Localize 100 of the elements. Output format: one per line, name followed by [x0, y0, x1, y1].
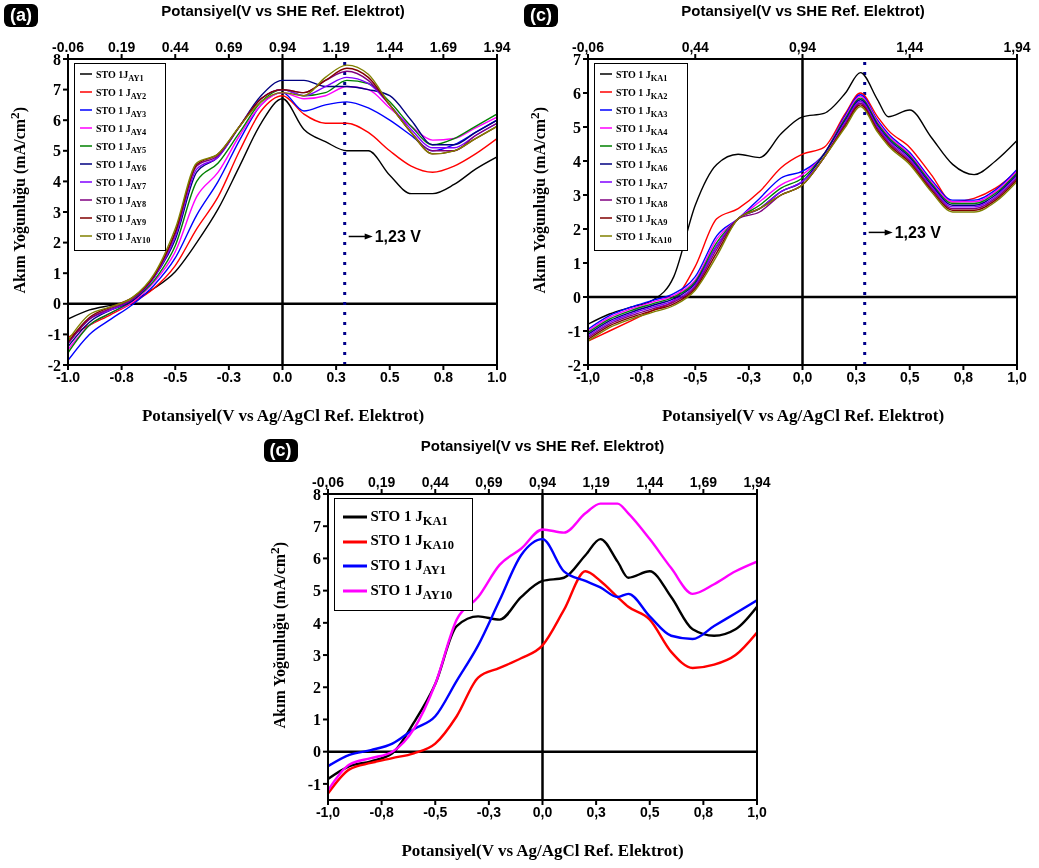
y-tick-label: 6 [53, 111, 61, 129]
annotation: 1,23 V [374, 228, 422, 246]
x2-tick-label: 1.94 [483, 39, 511, 55]
x-tick-label: -1,0 [315, 803, 340, 820]
legend-label: STO 1 J$_{KA1}$ [370, 507, 448, 528]
legend-label: STO 1 J$_{AY4}$ [96, 123, 147, 137]
legend-label: STO 1J$_{AY1}$ [96, 69, 144, 83]
x2-tick-label: -0,06 [572, 39, 605, 55]
y-tick-label: 4 [312, 614, 321, 632]
x-tick-label: -0.5 [163, 368, 188, 385]
x-tick-label: 0,0 [792, 368, 813, 385]
x-tick-label: 1,0 [746, 803, 767, 820]
x2-tick-label: 0,44 [681, 39, 710, 55]
legend-label: STO 1 J$_{KA6}$ [616, 159, 668, 173]
legend-label: STO 1 J$_{AY9}$ [96, 213, 147, 227]
y-tick-label: 3 [312, 646, 321, 664]
legend-label: STO 1 J$_{AY10}$ [370, 581, 453, 602]
legend-label: STO 1 J$_{KA3}$ [616, 105, 668, 119]
x-tick-label: 0,8 [953, 368, 974, 385]
legend-label: STO 1 J$_{KA2}$ [616, 87, 668, 101]
legend-label: STO 1 J$_{AY6}$ [96, 159, 147, 173]
y-tick-label: -1 [307, 775, 321, 793]
x2-tick-label: 0,19 [367, 474, 395, 490]
x-tick-label: -0,5 [683, 368, 708, 385]
legend-label: STO 1 J$_{AY7}$ [96, 177, 147, 191]
y-tick-label: -1 [567, 322, 581, 340]
x2-tick-label: -0.06 [52, 39, 85, 55]
y-tick-label: 7 [53, 81, 61, 99]
legend-label: STO 1 J$_{AY2}$ [96, 87, 147, 101]
x2-tick-label: 1,69 [689, 474, 717, 490]
x-tick-label: 0,5 [639, 803, 660, 820]
x-tick-label: 0,3 [846, 368, 867, 385]
y-tick-label: 2 [573, 220, 581, 238]
x-axis-title: Potansiyel(V vs Ag/AgCl Ref. Elektrot) [400, 841, 685, 861]
y-tick-label: 4 [53, 173, 61, 191]
legend-label: STO 1 J$_{AY10}$ [96, 231, 151, 245]
y-tick-label: 0 [573, 288, 581, 306]
y-tick-label: 3 [53, 203, 61, 221]
x2-tick-label: 1,19 [582, 474, 610, 490]
x-tick-label: 1,0 [1007, 368, 1027, 385]
legend-label: STO 1 J$_{AY5}$ [96, 141, 147, 155]
legend-label: STO 1 J$_{AY8}$ [96, 195, 147, 209]
legend-label: STO 1 J$_{KA9}$ [616, 213, 668, 227]
x-tick-label: -0,8 [369, 803, 394, 820]
x2-tick-label: 0.94 [268, 39, 297, 55]
legend-label: STO 1 J$_{AY3}$ [96, 105, 147, 119]
x2-axis-title: Potansiyel(V vs SHE Ref. Elektrot) [419, 437, 666, 454]
x2-axis-title: Potansiyel(V vs SHE Ref. Elektrot) [160, 2, 406, 19]
x2-tick-label: 1.19 [322, 39, 350, 55]
y-tick-label: 1 [53, 264, 61, 282]
x2-tick-label: 0.19 [108, 39, 136, 55]
legend-label: STO 1 J$_{KA4}$ [616, 123, 668, 137]
y-tick-label: 2 [312, 678, 321, 696]
x-tick-label: -0.3 [216, 368, 242, 385]
y-tick-label: 2 [53, 234, 61, 252]
y-tick-label: -1 [47, 326, 61, 344]
legend-label: STO 1 J$_{KA5}$ [616, 141, 668, 155]
x2-tick-label: 0.44 [161, 39, 190, 55]
legend-label: STO 1 J$_{KA7}$ [616, 177, 668, 191]
x-tick-label: -0,8 [629, 368, 654, 385]
x-tick-label: -0,3 [736, 368, 762, 385]
legend-label: STO 1 J$_{KA10}$ [370, 532, 454, 553]
legend-label: STO 1 J$_{KA8}$ [616, 195, 668, 209]
x2-tick-label: 0,94 [788, 39, 817, 55]
x2-tick-label: 0.69 [215, 39, 243, 55]
y-tick-label: 6 [312, 550, 321, 568]
x2-tick-label: 0,69 [474, 474, 503, 490]
x-tick-label: 0,0 [532, 803, 552, 820]
y-tick-label: 6 [573, 84, 581, 102]
y-tick-label: 0 [312, 743, 321, 761]
chart-title: (c) [524, 4, 558, 27]
x-tick-label: 0,8 [693, 803, 713, 820]
x-axis-title: Potansiyel(V vs Ag/AgCl Ref. Elektrot) [140, 406, 426, 426]
y-tick-label: 7 [312, 517, 321, 535]
y-tick-label: 0 [53, 295, 61, 313]
x-tick-label: 0,3 [585, 803, 606, 820]
y-tick-label: 5 [53, 142, 61, 160]
annotation: 1,23 V [894, 224, 942, 242]
y-tick-label: 5 [573, 118, 581, 136]
x2-axis-title: Potansiyel(V vs SHE Ref. Elektrot) [680, 2, 926, 19]
x2-tick-label: 1,94 [742, 474, 771, 490]
x-tick-label: -0.8 [109, 368, 134, 385]
x2-tick-label: -0,06 [311, 474, 344, 490]
y-tick-label: 3 [573, 186, 581, 204]
chart-title: (a) [4, 4, 38, 27]
x2-tick-label: 0,94 [528, 474, 556, 490]
legend-label: STO 1 J$_{KA10}$ [616, 231, 672, 245]
x2-tick-label: 1.44 [376, 39, 404, 55]
x2-tick-label: 1.69 [429, 39, 458, 55]
x-tick-label: 1.0 [487, 368, 507, 385]
x2-tick-label: 1,44 [635, 474, 664, 490]
x-tick-label: -0,5 [422, 803, 448, 820]
x2-tick-label: 1,44 [896, 39, 924, 55]
x-tick-label: 0,5 [900, 368, 920, 385]
y-tick-label: 1 [312, 711, 321, 729]
chart-title: (c) [263, 439, 298, 462]
x-tick-label: -0,3 [476, 803, 501, 820]
y-tick-label: 5 [312, 582, 321, 600]
legend-label: STO 1 J$_{KA1}$ [616, 69, 668, 83]
x-tick-label: 0.0 [272, 368, 293, 385]
